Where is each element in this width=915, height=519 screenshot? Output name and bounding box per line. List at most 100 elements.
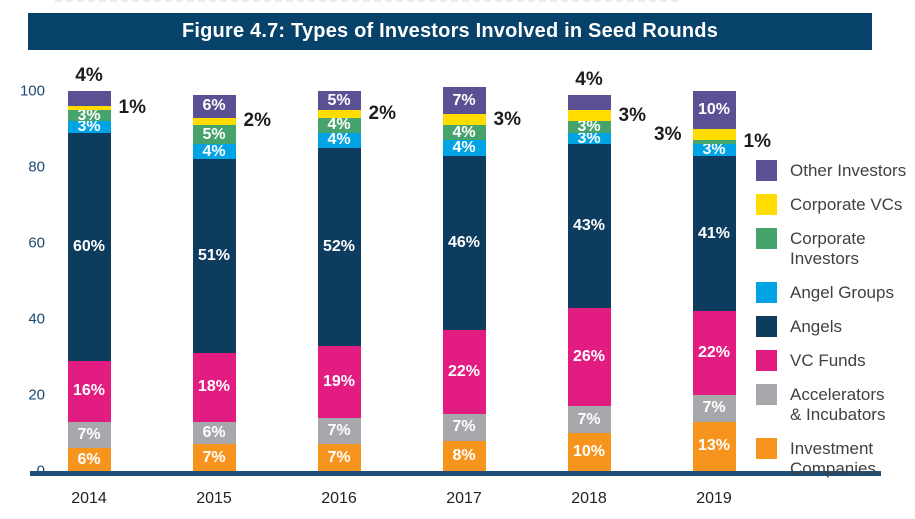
bar-segment-corporate-investors-2014 [67, 110, 111, 122]
bar-value-label-angels-2018: 43% [572, 216, 606, 234]
bar-value-label-accelerators-incubators-2014: 7% [77, 425, 101, 443]
bar-value-label-angels-2015: 51% [197, 247, 231, 265]
bar-value-label-accelerators-incubators-2019: 7% [702, 399, 726, 417]
bar-value-label-accelerators-incubators-2017: 7% [452, 418, 476, 436]
bar-segment-angels-2016 [317, 148, 361, 346]
bar-segment-other-investors-2014 [67, 91, 111, 107]
bar-value-label-angels-2016: 52% [322, 237, 356, 255]
bar-segment-vc-funds-2016 [317, 345, 361, 418]
bar-segment-accelerators-incubators-2018 [567, 406, 611, 433]
bar-value-label-vc-funds-2015: 18% [197, 378, 231, 396]
bar-value-label-accelerators-incubators-2018: 7% [577, 410, 601, 428]
legend-item-angels: Angels [756, 316, 914, 338]
bar-value-label-corporate-investors-2015: 5% [202, 125, 226, 143]
cropped-text-strip [55, 0, 680, 2]
legend-label: VC Funds [790, 351, 866, 371]
bar-segment-angel-groups-2014 [67, 121, 111, 133]
x-axis-label-2019: 2019 [696, 490, 732, 507]
y-axis-tick-label: 100 [19, 82, 45, 100]
legend-item-angel-groups: Angel Groups [756, 282, 914, 304]
bar-value-label-angel-groups-2016: 4% [327, 131, 351, 149]
bar-segment-corporate-investors-2017 [442, 125, 486, 141]
bar-value-label-angel-groups-2014: 3% [77, 118, 101, 136]
legend-swatch-angel-groups [756, 282, 777, 304]
legend-swatch-corporate-vcs [756, 194, 777, 216]
legend-swatch-angels [756, 316, 777, 338]
legend-label: Corporate VCs [790, 195, 903, 215]
bar-value-label-angels-2019: 41% [697, 224, 731, 242]
y-axis-tick-label: 60 [28, 234, 45, 252]
bar-value-label-vc-funds-2017: 22% [447, 363, 481, 381]
bar-segment-accelerators-incubators-2019 [692, 395, 736, 422]
bar-segment-investment-companies-2016 [317, 444, 361, 471]
bar-segment-vc-funds-2014 [67, 360, 111, 422]
figure-title: Figure 4.7: Types of Investors Involved … [181, 20, 719, 42]
bar-segment-investment-companies-2019 [692, 421, 736, 471]
x-axis-label-2017: 2017 [446, 490, 482, 507]
bar-segment-angels-2015 [192, 159, 236, 354]
y-axis-tick-label: 80 [28, 158, 45, 176]
x-axis-label-2014: 2014 [71, 490, 107, 507]
bar-segment-corporate-vcs-2016 [317, 110, 361, 118]
bar-value-label-angel-groups-2017: 4% [452, 139, 476, 156]
legend-swatch-investment-companies [756, 438, 777, 460]
bar-value-label-corporate-vcs-2015: 2% [243, 110, 271, 132]
bar-segment-corporate-investors-2016 [317, 117, 361, 133]
bar-value-label-other-investors-2017: 7% [452, 91, 476, 109]
bar-value-label-other-investors-2018: 4% [575, 68, 603, 90]
bar-segment-other-investors-2016 [317, 91, 361, 110]
bar-segment-corporate-investors-2019 [692, 140, 736, 145]
legend-item-investment-companies: Investment Companies [756, 438, 914, 479]
bar-value-label-corporate-vcs-2019: 3% [654, 123, 682, 145]
bar-value-label-corporate-investors-2017: 4% [452, 123, 476, 141]
bar-segment-corporate-vcs-2014 [67, 106, 111, 110]
bar-value-label-vc-funds-2019: 22% [697, 344, 731, 362]
bar-segment-other-investors-2017 [442, 87, 486, 114]
legend-swatch-accelerators-incubators [756, 384, 777, 406]
legend-label: Accelerators & Incubators [790, 385, 886, 425]
bar-value-label-investment-companies-2016: 7% [327, 448, 351, 466]
bar-segment-angels-2018 [567, 144, 611, 308]
bar-value-label-accelerators-incubators-2015: 6% [202, 424, 226, 441]
x-axis-label-2018: 2018 [571, 490, 607, 507]
bar-value-label-corporate-investors-2014: 3% [77, 106, 101, 124]
bar-value-label-angel-groups-2018: 3% [577, 129, 601, 147]
bar-segment-investment-companies-2015 [192, 444, 236, 471]
bar-segment-corporate-vcs-2017 [442, 113, 486, 126]
legend-swatch-corporate-investors [756, 228, 777, 250]
bar-segment-accelerators-incubators-2016 [317, 417, 361, 445]
bar-segment-corporate-investors-2018 [567, 121, 611, 133]
bar-value-label-vc-funds-2018: 26% [572, 348, 606, 365]
legend-item-accelerators-incubators: Accelerators & Incubators [756, 384, 914, 425]
bar-value-label-corporate-vcs-2017: 3% [493, 108, 521, 130]
bar-value-label-other-investors-2016: 5% [327, 91, 351, 109]
bar-value-label-investment-companies-2017: 8% [452, 446, 476, 464]
bar-value-label-corporate-investors-2019: 1% [743, 131, 771, 153]
bar-segment-angels-2014 [67, 132, 111, 361]
bar-value-label-vc-funds-2014: 16% [72, 382, 106, 400]
bar-segment-corporate-vcs-2015 [192, 117, 236, 126]
bar-segment-corporate-vcs-2019 [692, 129, 736, 141]
bar-segment-investment-companies-2017 [442, 440, 486, 471]
legend-item-corporate-investors: Corporate Investors [756, 228, 914, 269]
legend-item-vc-funds: VC Funds [756, 350, 914, 372]
bar-value-label-other-investors-2014: 4% [75, 65, 103, 86]
legend-item-other-investors: Other Investors [756, 160, 914, 181]
bar-segment-angels-2019 [692, 155, 736, 312]
legend-label: Other Investors [790, 161, 907, 180]
bar-segment-angel-groups-2017 [442, 140, 486, 156]
bar-segment-accelerators-incubators-2017 [442, 414, 486, 441]
bar-segment-angel-groups-2019 [692, 144, 736, 156]
bar-value-label-corporate-investors-2018: 3% [577, 118, 601, 136]
bar-value-label-corporate-vcs-2016: 2% [368, 102, 396, 124]
bar-value-label-accelerators-incubators-2016: 7% [327, 422, 351, 440]
bar-value-label-investment-companies-2014: 6% [77, 450, 101, 468]
bar-segment-other-investors-2019 [692, 91, 736, 129]
legend-label: Investment Companies [790, 439, 876, 479]
bar-value-label-angels-2014: 60% [72, 237, 106, 255]
bar-segment-angel-groups-2018 [567, 132, 611, 145]
bar-segment-angel-groups-2015 [192, 144, 236, 160]
bar-value-label-other-investors-2015: 6% [202, 97, 226, 115]
